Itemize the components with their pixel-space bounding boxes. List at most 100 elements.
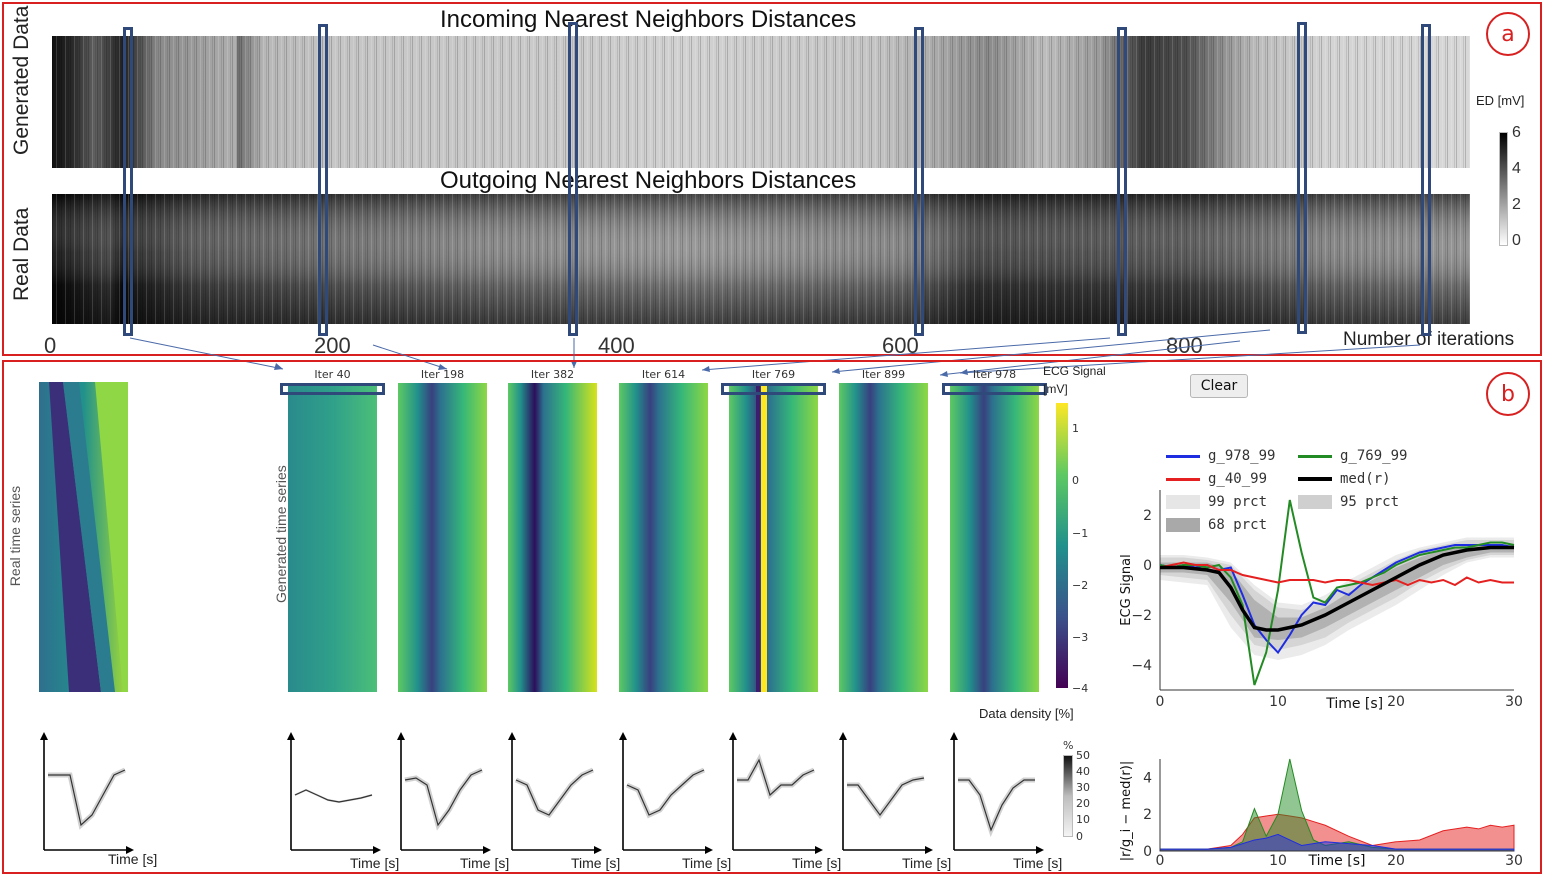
ecg-xtick-2: 20 bbox=[1387, 694, 1405, 710]
ecg-ytick-1: 0 bbox=[1143, 558, 1152, 574]
real-series-heatmap bbox=[39, 382, 128, 692]
resid-xtick-1: 10 bbox=[1269, 853, 1287, 869]
iter-heatmap-5 bbox=[839, 383, 928, 692]
density-colorbar bbox=[1063, 755, 1073, 837]
density-x-arrow-1 bbox=[373, 846, 381, 854]
iter-highlight-40 bbox=[123, 27, 133, 336]
iter-highlight-614 bbox=[914, 27, 924, 336]
resid-y-label: |r/g_i − med(r)| bbox=[1119, 761, 1134, 861]
ecg-xtick-1: 10 bbox=[1269, 694, 1287, 710]
density-band-7 bbox=[958, 777, 1035, 838]
ecg-ytick-2: −2 bbox=[1131, 608, 1152, 624]
legend-p68[interactable]: 68 prct bbox=[1166, 517, 1267, 533]
iter-highlight-899 bbox=[1297, 22, 1307, 334]
density-x-arrow-3 bbox=[594, 846, 602, 854]
legend-g40-label: g_40_99 bbox=[1208, 471, 1268, 487]
ed-colorbar bbox=[1499, 132, 1508, 246]
legend-swatch-black bbox=[1298, 477, 1332, 481]
density-plot-2: ECG Signal bbox=[397, 732, 491, 854]
density-xlabel-4: Time [s] bbox=[682, 855, 732, 871]
incoming-title: Incoming Nearest Neighbors Distances bbox=[440, 6, 857, 33]
ecg-xtick-0: 0 bbox=[1156, 694, 1165, 710]
density-tick-10: 10 bbox=[1076, 813, 1090, 826]
density-y-arrow-1 bbox=[287, 732, 295, 740]
panel-a-frame bbox=[2, 2, 1542, 356]
legend-med[interactable]: med(r) bbox=[1298, 471, 1391, 487]
x-tick-200: 200 bbox=[314, 333, 351, 358]
iter-heat-fill-6 bbox=[950, 383, 1039, 692]
iter-heat-fill-5 bbox=[839, 383, 928, 692]
density-plot-0: ECG Signal bbox=[40, 732, 134, 854]
legend-swatch-green bbox=[1298, 454, 1332, 458]
legend-p95[interactable]: 95 prct bbox=[1298, 494, 1399, 510]
density-band-0 bbox=[48, 767, 127, 830]
iter-heat-fill-2 bbox=[508, 383, 597, 692]
resid-x-label: Time [s] bbox=[1308, 853, 1366, 869]
density-plot-6: ECG Signal bbox=[839, 732, 933, 854]
legend-p68-label: 68 prct bbox=[1208, 517, 1268, 533]
legend-g769[interactable]: g_769_99 bbox=[1298, 448, 1407, 464]
legend-g40[interactable]: g_40_99 bbox=[1166, 471, 1267, 487]
iter-heatmap-1 bbox=[398, 383, 487, 692]
density-tick-40: 40 bbox=[1076, 765, 1090, 778]
density-trace-7 bbox=[958, 779, 1035, 832]
density-y-arrow-5 bbox=[729, 732, 737, 740]
resid-ytick-2: 0 bbox=[1143, 844, 1152, 860]
ecg-x-label: Time [s] bbox=[1325, 696, 1383, 710]
ecg-series-3[interactable] bbox=[1160, 545, 1514, 632]
ecg-series-1[interactable] bbox=[1159, 499, 1515, 686]
x-tick-0: 0 bbox=[44, 333, 57, 358]
iter-title-2: Iter 382 bbox=[530, 368, 575, 381]
ecg-tick-1: 1 bbox=[1072, 422, 1079, 435]
density-trace-2 bbox=[404, 769, 483, 827]
density-xlabel-7: Time [s] bbox=[1013, 855, 1063, 871]
iter-heat-fill-4 bbox=[729, 383, 818, 692]
iter-heatmap-6 bbox=[950, 383, 1039, 692]
legend-g769-label: g_769_99 bbox=[1340, 448, 1408, 464]
iter-heatmap-0 bbox=[288, 383, 377, 692]
ecg-ytick-3: −4 bbox=[1131, 658, 1152, 674]
clear-button[interactable]: Clear bbox=[1190, 374, 1248, 398]
ed-tick-0: 0 bbox=[1512, 232, 1521, 249]
density-tick-50: 50 bbox=[1076, 749, 1090, 762]
ecg-y-label: ECG Signal bbox=[1119, 554, 1134, 625]
density-plot-1: ECG Signal bbox=[287, 732, 381, 854]
iter-title-3: Iter 614 bbox=[641, 368, 686, 381]
density-y-arrow-6 bbox=[839, 732, 847, 740]
iter-title-6: Iter 978 bbox=[972, 368, 1017, 381]
density-x-arrow-0 bbox=[126, 846, 134, 854]
density-xlabel-0: Time [s] bbox=[108, 851, 158, 867]
density-plot-7: ECG Signal bbox=[950, 732, 1044, 854]
iter-highlight-769 bbox=[1117, 27, 1127, 336]
density-xlabel-2: Time [s] bbox=[460, 855, 510, 871]
legend-med-label: med(r) bbox=[1340, 471, 1391, 487]
ed-tick-2: 2 bbox=[1512, 196, 1521, 213]
density-trace-5 bbox=[737, 758, 815, 797]
density-xlabel-3: Time [s] bbox=[571, 855, 621, 871]
density-y-arrow-0 bbox=[40, 732, 48, 740]
iter-heat-fill-3 bbox=[619, 383, 708, 692]
ed-tick-6: 6 bbox=[1512, 124, 1521, 141]
density-band-1 bbox=[294, 788, 373, 804]
iter-769-dip bbox=[756, 383, 760, 692]
ed-tick-4: 4 bbox=[1512, 160, 1521, 177]
density-trace-4 bbox=[626, 769, 705, 816]
legend-p99-label: 99 prct bbox=[1208, 494, 1268, 510]
legend-p99[interactable]: 99 prct bbox=[1166, 494, 1267, 510]
density-y-arrow-3 bbox=[508, 732, 516, 740]
legend-band-95 bbox=[1298, 495, 1332, 509]
x-tick-400: 400 bbox=[598, 333, 635, 358]
legend-g978[interactable]: g_978_99 bbox=[1166, 448, 1275, 464]
ecg-colorbar bbox=[1056, 403, 1068, 688]
resid-xtick-3: 30 bbox=[1505, 853, 1523, 869]
legend-p95-label: 95 prct bbox=[1340, 494, 1400, 510]
incoming-distance-heatmap bbox=[52, 36, 1470, 168]
iter-title-1: Iter 198 bbox=[420, 368, 465, 381]
ecg-series-2[interactable] bbox=[1159, 561, 1514, 587]
iter-highlight-978 bbox=[1421, 24, 1431, 336]
resid-series-2[interactable] bbox=[1159, 833, 1515, 852]
ecg-colorbar-label-2: [mV] bbox=[1043, 382, 1068, 396]
